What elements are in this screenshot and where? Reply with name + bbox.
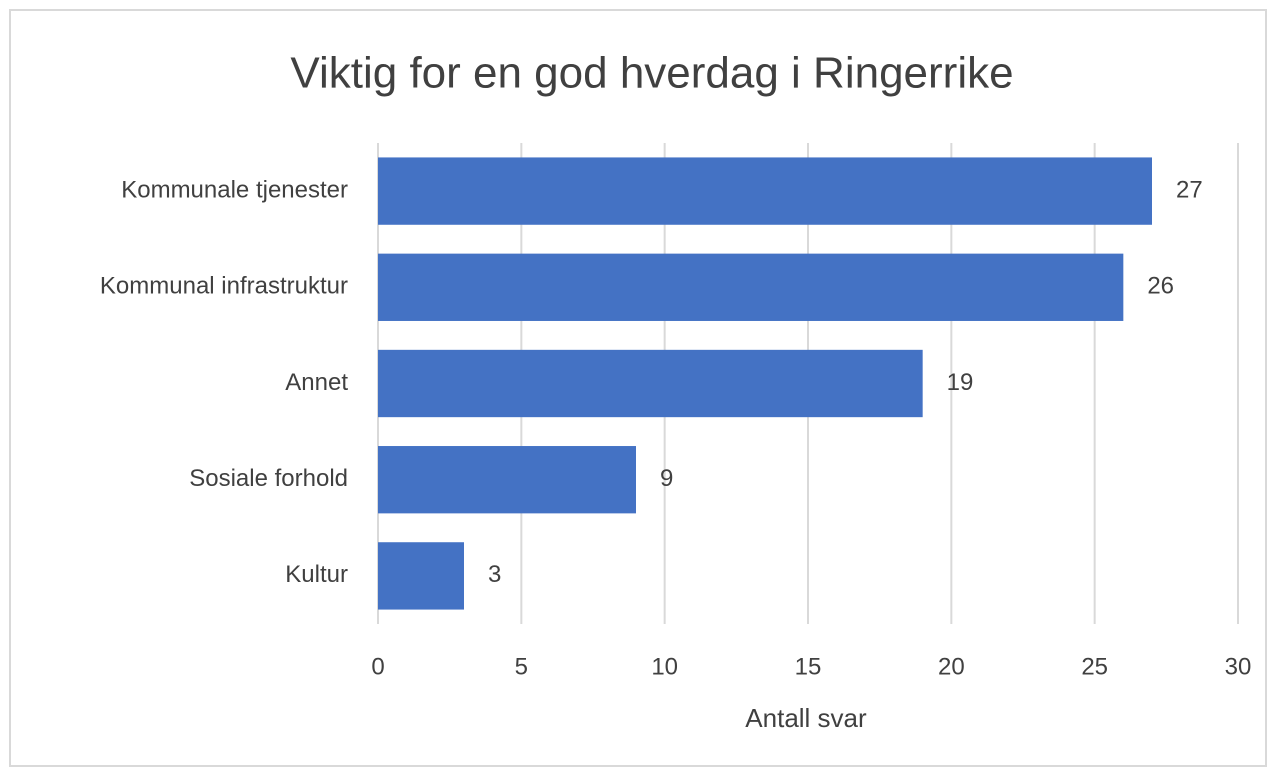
x-tick-label: 25 — [1081, 653, 1108, 680]
y-tick-label: Annet — [285, 369, 348, 396]
data-label: 3 — [488, 561, 501, 588]
x-axis-label: Antall svar — [745, 703, 867, 733]
bar — [378, 349, 923, 418]
x-tick-label: 0 — [371, 653, 384, 680]
bar — [378, 253, 1124, 321]
bar — [378, 542, 464, 610]
bar — [378, 157, 1152, 225]
x-tick-label: 5 — [515, 653, 528, 680]
chart-title: Viktig for en god hverdag i Ringerrike — [290, 49, 1013, 98]
y-tick-label: Sosiale forhold — [189, 465, 348, 492]
data-label: 26 — [1147, 273, 1174, 300]
data-label: 19 — [947, 369, 974, 396]
x-tick-label: 10 — [651, 653, 678, 680]
x-tick-label: 20 — [938, 653, 965, 680]
y-tick-label: Kommunal infrastruktur — [100, 273, 348, 300]
y-tick-label: Kommunale tjenester — [121, 176, 348, 203]
y-tick-label: Kultur — [285, 561, 348, 588]
x-tick-label: 15 — [795, 653, 822, 680]
x-tick-label: 30 — [1225, 653, 1252, 680]
bar — [378, 446, 636, 514]
data-label: 9 — [660, 465, 673, 492]
data-label: 27 — [1176, 176, 1203, 203]
